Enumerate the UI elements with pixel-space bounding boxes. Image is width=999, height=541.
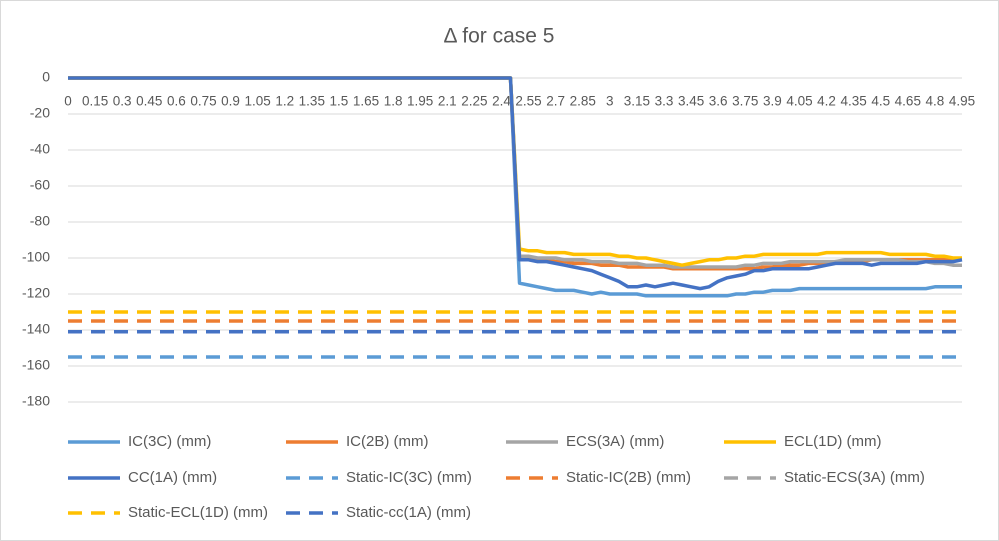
- y-tick-label: -140: [22, 321, 50, 337]
- x-tick-label: 2.7: [546, 94, 565, 109]
- x-tick-label: 1.8: [384, 94, 403, 109]
- x-tick-label: 1.05: [244, 94, 270, 109]
- y-tick-label: -20: [30, 105, 50, 121]
- legend-label: ECS(3A) (mm): [566, 433, 664, 450]
- x-tick-label: 3.6: [709, 94, 728, 109]
- x-tick-label: 3.45: [678, 94, 704, 109]
- x-tick-label: 0.6: [167, 94, 186, 109]
- legend-label: Static-ECS(3A) (mm): [784, 469, 925, 486]
- legend-label: IC(3C) (mm): [128, 433, 211, 450]
- y-tick-label: -120: [22, 285, 50, 301]
- x-tick-label: 1.95: [407, 94, 433, 109]
- y-tick-label: -40: [30, 141, 50, 157]
- x-tick-label: 4.35: [840, 94, 866, 109]
- x-tick-label: 1.65: [353, 94, 379, 109]
- x-tick-label: 1.2: [275, 94, 294, 109]
- x-tick-label: 3.75: [732, 94, 758, 109]
- y-tick-label: 0: [42, 69, 50, 85]
- legend-label: Static-IC(3C) (mm): [346, 469, 472, 486]
- x-tick-label: 0.9: [221, 94, 240, 109]
- x-tick-label: 3.9: [763, 94, 782, 109]
- x-tick-label: 4.95: [949, 94, 975, 109]
- y-tick-label: -80: [30, 213, 50, 229]
- legend-label: Static-ECL(1D) (mm): [128, 504, 268, 521]
- legend-label: Static-cc(1A) (mm): [346, 504, 471, 521]
- x-tick-label: 3.15: [624, 94, 650, 109]
- x-tick-label: 4.65: [895, 94, 921, 109]
- x-tick-label: 0.75: [190, 94, 216, 109]
- chart-title: Δ for case 5: [444, 25, 555, 48]
- x-tick-label: 4.2: [817, 94, 836, 109]
- x-tick-label: 2.55: [515, 94, 541, 109]
- x-tick-label: 4.05: [786, 94, 812, 109]
- x-tick-label: 2.1: [438, 94, 457, 109]
- x-tick-label: 1.35: [299, 94, 325, 109]
- x-tick-label: 0: [64, 94, 72, 109]
- x-tick-label: 0.15: [82, 94, 108, 109]
- x-tick-label: 0.3: [113, 94, 132, 109]
- legend-label: IC(2B) (mm): [346, 433, 429, 450]
- y-tick-label: -180: [22, 393, 50, 409]
- legend-label: ECL(1D) (mm): [784, 433, 882, 450]
- x-tick-label: 3: [606, 94, 614, 109]
- x-tick-label: 2.4: [492, 94, 511, 109]
- legend-label: CC(1A) (mm): [128, 469, 217, 486]
- x-tick-label: 2.85: [570, 94, 596, 109]
- series-line: [68, 76, 963, 291]
- legend-label: Static-IC(2B) (mm): [566, 469, 691, 486]
- x-tick-label: 4.5: [871, 94, 890, 109]
- x-tick-label: 4.8: [926, 94, 945, 109]
- x-tick-label: 3.3: [655, 94, 674, 109]
- x-tick-label: 1.5: [330, 94, 349, 109]
- y-tick-label: -160: [22, 357, 50, 373]
- x-tick-label: 0.45: [136, 94, 162, 109]
- y-tick-label: -60: [30, 177, 50, 193]
- x-tick-label: 2.25: [461, 94, 487, 109]
- y-tick-label: -100: [22, 249, 50, 265]
